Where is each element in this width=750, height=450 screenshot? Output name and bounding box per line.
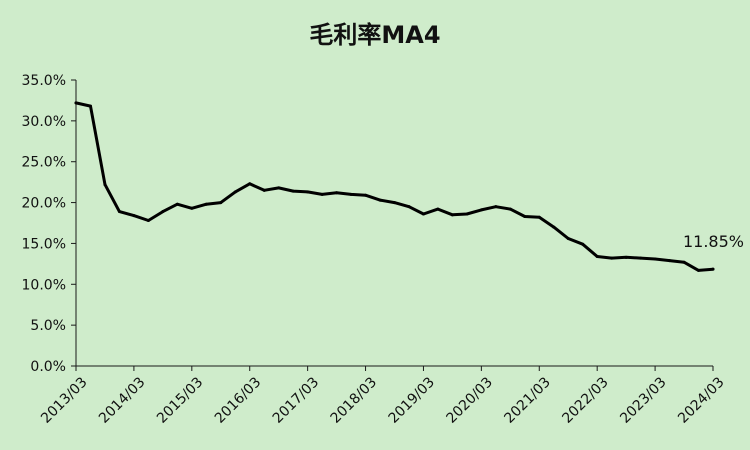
x-tick-label: 2022/03 <box>559 374 611 426</box>
data-point <box>117 210 121 214</box>
data-point <box>291 189 295 193</box>
data-point <box>552 225 556 229</box>
data-point <box>175 202 179 206</box>
data-label: 11.85% <box>683 232 744 251</box>
data-point <box>479 208 483 212</box>
data-point <box>219 201 223 205</box>
data-point <box>653 257 657 261</box>
data-point <box>204 202 208 206</box>
data-point <box>146 219 150 223</box>
x-tick-label: 2014/03 <box>96 374 148 426</box>
data-point <box>450 213 454 217</box>
data-point <box>523 214 527 218</box>
data-point <box>421 212 425 216</box>
chart-title: 毛利率MA4 <box>309 21 440 49</box>
data-point <box>711 267 715 271</box>
axes: 0.0% 5.0% 10.0% 15.0% 20.0% 25.0% 30.0% 35.0% 20… <box>22 73 728 427</box>
x-tick-label: 2017/03 <box>270 374 322 426</box>
data-point <box>494 205 498 209</box>
data-point <box>668 259 672 263</box>
x-tick-label: 2016/03 <box>212 374 264 426</box>
data-point <box>364 193 368 197</box>
data-point <box>436 207 440 211</box>
data-point <box>581 242 585 246</box>
data-point <box>639 256 643 260</box>
data-point <box>161 210 165 214</box>
x-tick-label: 2024/03 <box>675 374 727 426</box>
data-point <box>682 260 686 264</box>
data-point <box>537 215 541 219</box>
x-tick-label: 2023/03 <box>617 374 669 426</box>
y-tick-label: 35.0% <box>22 73 66 89</box>
data-point <box>320 192 324 196</box>
data-point <box>508 207 512 211</box>
data-point <box>624 255 628 259</box>
data-point <box>88 104 92 108</box>
data-point <box>277 186 281 190</box>
y-tick-label: 20.0% <box>22 196 66 212</box>
data-point <box>407 205 411 209</box>
data-point <box>103 183 107 187</box>
data-point <box>335 191 339 195</box>
annotation-layer: 11.85% <box>683 232 744 251</box>
x-tick-label: 2019/03 <box>386 374 438 426</box>
x-tick-label: 2013/03 <box>38 374 90 426</box>
data-point <box>248 182 252 186</box>
data-point <box>378 198 382 202</box>
y-tick-label: 10.0% <box>22 277 66 293</box>
y-tick-label: 0.0% <box>30 359 66 375</box>
series-line <box>74 101 715 272</box>
x-tick-label: 2015/03 <box>154 374 206 426</box>
y-tick-label: 15.0% <box>22 236 66 252</box>
data-point <box>262 188 266 192</box>
data-point <box>610 256 614 260</box>
x-tick-label: 2018/03 <box>328 374 380 426</box>
x-tick-label: 2021/03 <box>501 374 553 426</box>
data-point <box>465 212 469 216</box>
data-point <box>566 237 570 241</box>
data-point <box>233 190 237 194</box>
data-point <box>190 206 194 210</box>
y-tick-label: 25.0% <box>22 155 66 171</box>
data-point <box>132 214 136 218</box>
y-tick-label: 5.0% <box>30 318 66 334</box>
data-point <box>393 201 396 205</box>
data-point <box>595 255 599 259</box>
data-point <box>697 268 701 272</box>
y-tick-label: 30.0% <box>22 114 66 130</box>
x-tick-label: 2020/03 <box>444 374 496 426</box>
data-point <box>349 192 353 196</box>
series-layer <box>74 101 715 272</box>
data-point <box>306 190 310 194</box>
data-point <box>74 101 78 105</box>
